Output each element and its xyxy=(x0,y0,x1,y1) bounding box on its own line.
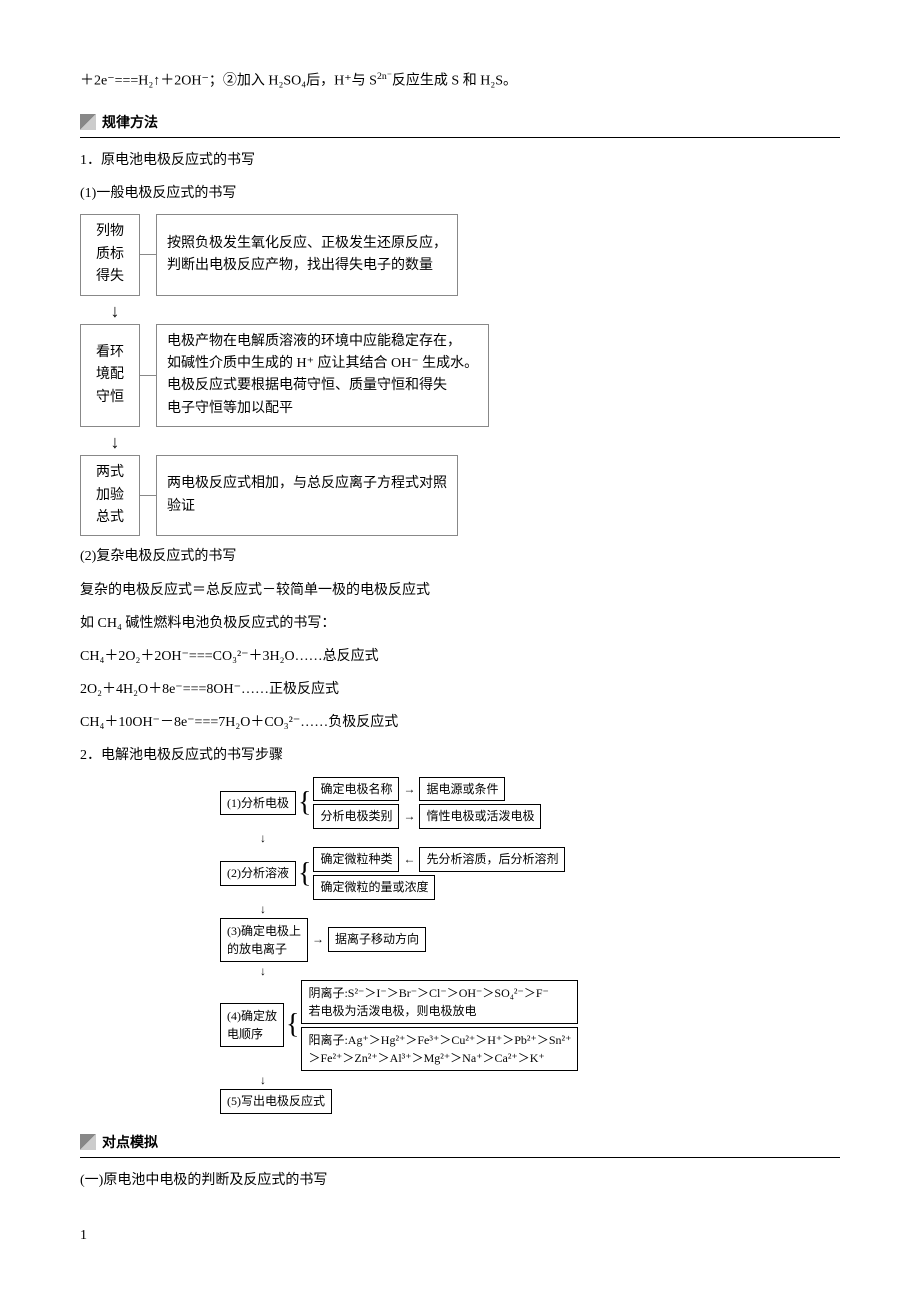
flowchart-1: 列物 质标 得失 按照负极发生氧化反应、正极发生还原反应， 判断出电极反应产物，… xyxy=(80,214,840,536)
section-icon xyxy=(80,1134,96,1150)
flow-step-2-right: 电极产物在电解质溶液的环境中应能稳定存在， 如碱性介质中生成的 H⁺ 应让其结合… xyxy=(156,324,489,428)
d2-s1b: 分析电极类别 xyxy=(313,804,399,829)
eq-anode: CH₄＋10OH⁻－8e⁻===7H₂O＋CO₃²⁻……负极反应式 xyxy=(80,710,840,735)
d2-s4-col: 阴离子:S²⁻＞I⁻＞Br⁻＞Cl⁻＞OH⁻＞SO₄²⁻＞F⁻ 若电极为活泼电极… xyxy=(301,980,578,1071)
d2-s2b: 确定微粒的量或浓度 xyxy=(313,875,435,900)
d2-s2-col: 确定微粒种类 ← 先分析溶质，后分析溶剂 确定微粒的量或浓度 xyxy=(313,847,565,900)
d2-s4: (4)确定放 电顺序 xyxy=(220,1003,284,1047)
flow-step-2: 看环 境配 守恒 电极产物在电解质溶液的环境中应能稳定存在， 如碱性介质中生成的… xyxy=(80,324,840,428)
arrow-right-icon: → xyxy=(308,931,328,948)
flow-step-3-right: 两电极反应式相加，与总反应离子方程式对照 验证 xyxy=(156,455,458,536)
heading-1: 1．原电池电极反应式的书写 xyxy=(80,148,840,173)
flow-step-1-left: 列物 质标 得失 xyxy=(80,214,140,295)
fl: 守恒 xyxy=(89,387,131,409)
d2-s1: (1)分析电极 xyxy=(220,791,296,816)
p-complex-1: 复杂的电极反应式＝总反应式－较简单一极的电极反应式 xyxy=(80,578,840,603)
section-icon xyxy=(80,114,96,130)
d2-s3: (3)确定电极上 的放电离子 xyxy=(220,918,308,962)
d2-row-1: (1)分析电极 { 确定电极名称 → 据电源或条件 分析电极类别 → 惰性电极或… xyxy=(220,777,840,830)
d2-s4a: 阴离子:S²⁻＞I⁻＞Br⁻＞Cl⁻＞OH⁻＞SO₄²⁻＞F⁻ 若电极为活泼电极… xyxy=(301,980,578,1024)
arrow-right-icon: → xyxy=(399,781,419,798)
d2-s2: (2)分析溶液 xyxy=(220,861,296,886)
eq-total: CH₄＋2O₂＋2OH⁻===CO₃²⁻＋3H₂O……总反应式 xyxy=(80,644,840,669)
arrow-down-icon: ↓ xyxy=(220,832,840,844)
p-complex-2: 如 CH₄ 碱性燃料电池负极反应式的书写： xyxy=(80,611,840,636)
d2-row-5: (5)写出电极反应式 xyxy=(220,1089,840,1114)
section-rules-title: 规律方法 xyxy=(102,110,158,135)
heading-2: 2．电解池电极反应式的书写步骤 xyxy=(80,743,840,768)
sub-1-2: (2)复杂电极反应式的书写 xyxy=(80,544,840,569)
eq-prefix: ＋2e⁻===H₂↑＋2OH⁻；②加入 H₂SO₄后，H⁺与 S xyxy=(80,74,377,89)
d2-s1a: 确定电极名称 xyxy=(313,777,399,802)
fl: 总式 xyxy=(89,507,131,529)
practice-1: (一)原电池中电极的判断及反应式的书写 xyxy=(80,1168,840,1193)
d2-s1-col: 确定电极名称 → 据电源或条件 分析电极类别 → 惰性电极或活泼电极 xyxy=(313,777,541,830)
d2-s1b2: 惰性电极或活泼电极 xyxy=(419,804,541,829)
d2-s2a2: 先分析溶质，后分析溶剂 xyxy=(419,847,565,872)
section-rules-header: 规律方法 xyxy=(80,110,840,138)
arrow-down-icon: ↓ xyxy=(220,1074,840,1086)
eq-cathode: 2O₂＋4H₂O＋8e⁻===8OH⁻……正极反应式 xyxy=(80,677,840,702)
fl: 列物 xyxy=(89,221,131,243)
eq-sup: 2n⁻ xyxy=(377,71,392,82)
flow-step-2-left: 看环 境配 守恒 xyxy=(80,324,140,428)
flow-step-1: 列物 质标 得失 按照负极发生氧化反应、正极发生还原反应， 判断出电极反应产物，… xyxy=(80,214,840,295)
arrow-right-icon: → xyxy=(399,808,419,825)
page-number: 1 xyxy=(80,1223,840,1248)
flow-step-1-right: 按照负极发生氧化反应、正极发生还原反应， 判断出电极反应产物，找出得失电子的数量 xyxy=(156,214,458,295)
flow-arrow: ↓ xyxy=(80,300,136,320)
section-practice-title: 对点模拟 xyxy=(102,1130,158,1155)
d2-row-2: (2)分析溶液 { 确定微粒种类 ← 先分析溶质，后分析溶剂 确定微粒的量或浓度 xyxy=(220,847,840,900)
flow-connector xyxy=(140,214,156,295)
section-practice-header: 对点模拟 xyxy=(80,1130,840,1158)
fl: 质标 xyxy=(89,244,131,266)
d2-row-3: (3)确定电极上 的放电离子 → 据离子移动方向 xyxy=(220,918,840,962)
fl: 得失 xyxy=(89,266,131,288)
fl: 加验 xyxy=(89,485,131,507)
flow-step-3: 两式 加验 总式 两电极反应式相加，与总反应离子方程式对照 验证 xyxy=(80,455,840,536)
d2-row-4: (4)确定放 电顺序 { 阴离子:S²⁻＞I⁻＞Br⁻＞Cl⁻＞OH⁻＞SO₄²… xyxy=(220,980,840,1071)
brace-icon: { xyxy=(296,796,313,810)
d2-s1a2: 据电源或条件 xyxy=(419,777,505,802)
arrow-left-icon: ← xyxy=(399,851,419,868)
arrow-down-icon: ↓ xyxy=(220,965,840,977)
flow-connector xyxy=(140,455,156,536)
top-equation: ＋2e⁻===H₂↑＋2OH⁻；②加入 H₂SO₄后，H⁺与 S2n⁻反应生成 … xyxy=(80,68,840,94)
fl: 看环 xyxy=(89,342,131,364)
fl: 两式 xyxy=(89,462,131,484)
flow-connector xyxy=(140,324,156,428)
flowchart-2: (1)分析电极 { 确定电极名称 → 据电源或条件 分析电极类别 → 惰性电极或… xyxy=(220,777,840,1114)
d2-s3a: 据离子移动方向 xyxy=(328,927,426,952)
d2-s5: (5)写出电极反应式 xyxy=(220,1089,332,1114)
brace-icon: { xyxy=(284,1018,301,1032)
d2-s2a: 确定微粒种类 xyxy=(313,847,399,872)
arrow-down-icon: ↓ xyxy=(220,903,840,915)
sub-1-1: (1)一般电极反应式的书写 xyxy=(80,181,840,206)
eq-suffix: 反应生成 S 和 H₂S。 xyxy=(392,74,517,89)
d2-s4b: 阳离子:Ag⁺＞Hg²⁺＞Fe³⁺＞Cu²⁺＞H⁺＞Pb²⁺＞Sn²⁺ ＞Fe²… xyxy=(301,1027,578,1071)
flow-arrow: ↓ xyxy=(80,431,136,451)
brace-icon: { xyxy=(296,867,313,881)
flow-step-3-left: 两式 加验 总式 xyxy=(80,455,140,536)
fl: 境配 xyxy=(89,364,131,386)
